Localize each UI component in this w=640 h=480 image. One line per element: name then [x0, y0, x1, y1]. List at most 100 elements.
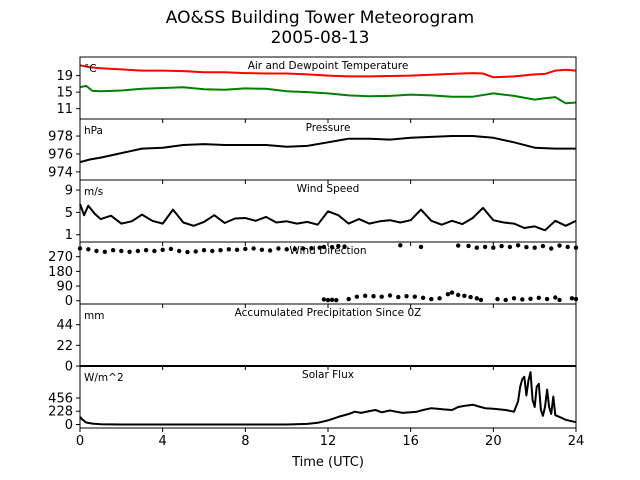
wind-direction-point — [243, 246, 248, 252]
wind-direction-point — [321, 244, 327, 250]
wind-speed-ytick-label: 5 — [65, 206, 73, 221]
temperature-ytick-label: 19 — [56, 69, 73, 84]
wind-direction-point — [462, 293, 467, 298]
wind-direction-point — [267, 248, 273, 253]
wind-direction-point — [503, 297, 508, 303]
temperature-series-line-2 — [79, 84, 577, 105]
wind-direction-point — [259, 247, 265, 252]
solar-flux-ytick-label: 228 — [48, 405, 73, 420]
wind-direction-point — [398, 243, 403, 248]
wind-direction-point — [234, 247, 240, 252]
solar-flux-unit-label: W/m^2 — [84, 372, 124, 384]
pressure-ytick-label: 978 — [48, 130, 73, 145]
solar-flux-ytick-label: 0 — [65, 418, 73, 433]
wind-direction-point — [110, 248, 116, 253]
xtick-label-20: 20 — [485, 434, 502, 449]
precipitation-panel-title: Accumulated Precipitation Since 0Z — [235, 307, 422, 319]
wind-direction-point — [321, 297, 327, 302]
figure-title: AO&SS Building Tower Meteorogram — [165, 8, 475, 28]
solar-flux-ytick-label: 456 — [48, 391, 73, 406]
wind-direction-point — [127, 249, 132, 254]
wind-direction-point — [226, 247, 231, 252]
wind-direction-point — [301, 246, 306, 251]
wind-direction-point — [478, 297, 484, 303]
wind-direction-point — [549, 246, 554, 251]
precipitation-ytick-label: 22 — [56, 339, 73, 354]
wind-direction-point — [511, 296, 517, 301]
wind-direction-point — [342, 244, 347, 249]
precipitation-ytick-label: 44 — [56, 318, 73, 333]
wind-direction-point — [201, 248, 207, 253]
wind-direction-point — [102, 249, 108, 254]
x-axis-label: Time (UTC) — [291, 455, 364, 470]
wind-direction-point — [119, 248, 124, 254]
wind-direction-point — [371, 294, 376, 299]
wind-direction-point — [536, 295, 541, 300]
wind-direction-point — [507, 244, 513, 250]
wind-direction-ytick-label: 0 — [65, 294, 73, 309]
xtick-label-24: 24 — [568, 434, 585, 449]
wind-direction-ytick-label: 270 — [48, 250, 73, 265]
wind-direction-point — [429, 296, 434, 302]
figure-subtitle: 2005-08-13 — [270, 28, 370, 48]
wind-direction-point — [569, 296, 575, 301]
wind-direction-point — [466, 243, 471, 249]
wind-direction-point — [86, 247, 91, 252]
wind-speed-ytick-label: 1 — [65, 228, 73, 243]
wind-direction-point — [387, 293, 393, 298]
wind-speed-ytick-label: 9 — [65, 184, 73, 199]
wind-direction-point — [210, 248, 215, 254]
wind-speed-series-line-1 — [79, 203, 577, 232]
temperature-panel-title: Air and Dewpoint Temperature — [248, 60, 409, 72]
wind-direction-point — [468, 294, 473, 300]
wind-direction-point — [437, 296, 442, 301]
precipitation-ytick-label: 0 — [65, 360, 73, 375]
wind-direction-point — [474, 296, 479, 301]
pressure-ytick-label: 974 — [48, 165, 73, 180]
temperature-ytick-label: 11 — [56, 102, 73, 117]
wind-speed-unit-label: m/s — [84, 186, 103, 198]
wind-direction-point — [449, 290, 455, 295]
wind-direction-point — [292, 246, 298, 252]
wind-direction-point — [354, 294, 360, 299]
wind-direction-point — [160, 247, 165, 252]
wind-direction-point — [499, 243, 504, 249]
wind-direction-point — [276, 246, 281, 251]
wind-direction-point — [482, 244, 488, 250]
wind-direction-point — [515, 243, 521, 248]
wind-direction-ytick-label: 90 — [56, 280, 73, 295]
wind-direction-point — [94, 248, 99, 254]
wind-direction-point — [193, 249, 198, 254]
wind-direction-point — [557, 243, 562, 248]
xtick-label-4: 4 — [159, 434, 167, 449]
wind-direction-point — [379, 294, 384, 299]
wind-speed-panel-title: Wind Speed — [297, 183, 360, 195]
solar-flux-panel-title: Solar Flux — [302, 369, 354, 381]
wind-direction-point — [544, 296, 550, 302]
wind-direction-point — [309, 246, 314, 251]
wind-direction-point — [329, 245, 335, 250]
wind-direction-point — [520, 297, 525, 302]
wind-direction-point — [540, 243, 546, 249]
wind-direction-point — [284, 247, 289, 252]
wind-direction-point — [363, 293, 368, 298]
pressure-unit-label: hPa — [84, 125, 103, 137]
wind-direction-point — [168, 246, 174, 252]
wind-direction-point — [218, 248, 223, 253]
wind-direction-point — [396, 294, 401, 300]
xtick-label-8: 8 — [241, 434, 249, 449]
wind-direction-point — [177, 248, 182, 254]
wind-direction-point — [135, 248, 141, 254]
wind-direction-point — [404, 294, 409, 299]
pressure-ytick-label: 976 — [48, 147, 73, 162]
xtick-label-16: 16 — [402, 434, 419, 449]
wind-direction-ytick-label: 180 — [48, 265, 73, 280]
wind-direction-point — [456, 292, 461, 298]
wind-direction-point — [553, 295, 558, 300]
wind-direction-point — [445, 292, 451, 297]
wind-direction-point — [412, 294, 417, 299]
wind-direction-point — [143, 248, 149, 253]
pressure-panel-title: Pressure — [306, 122, 351, 134]
